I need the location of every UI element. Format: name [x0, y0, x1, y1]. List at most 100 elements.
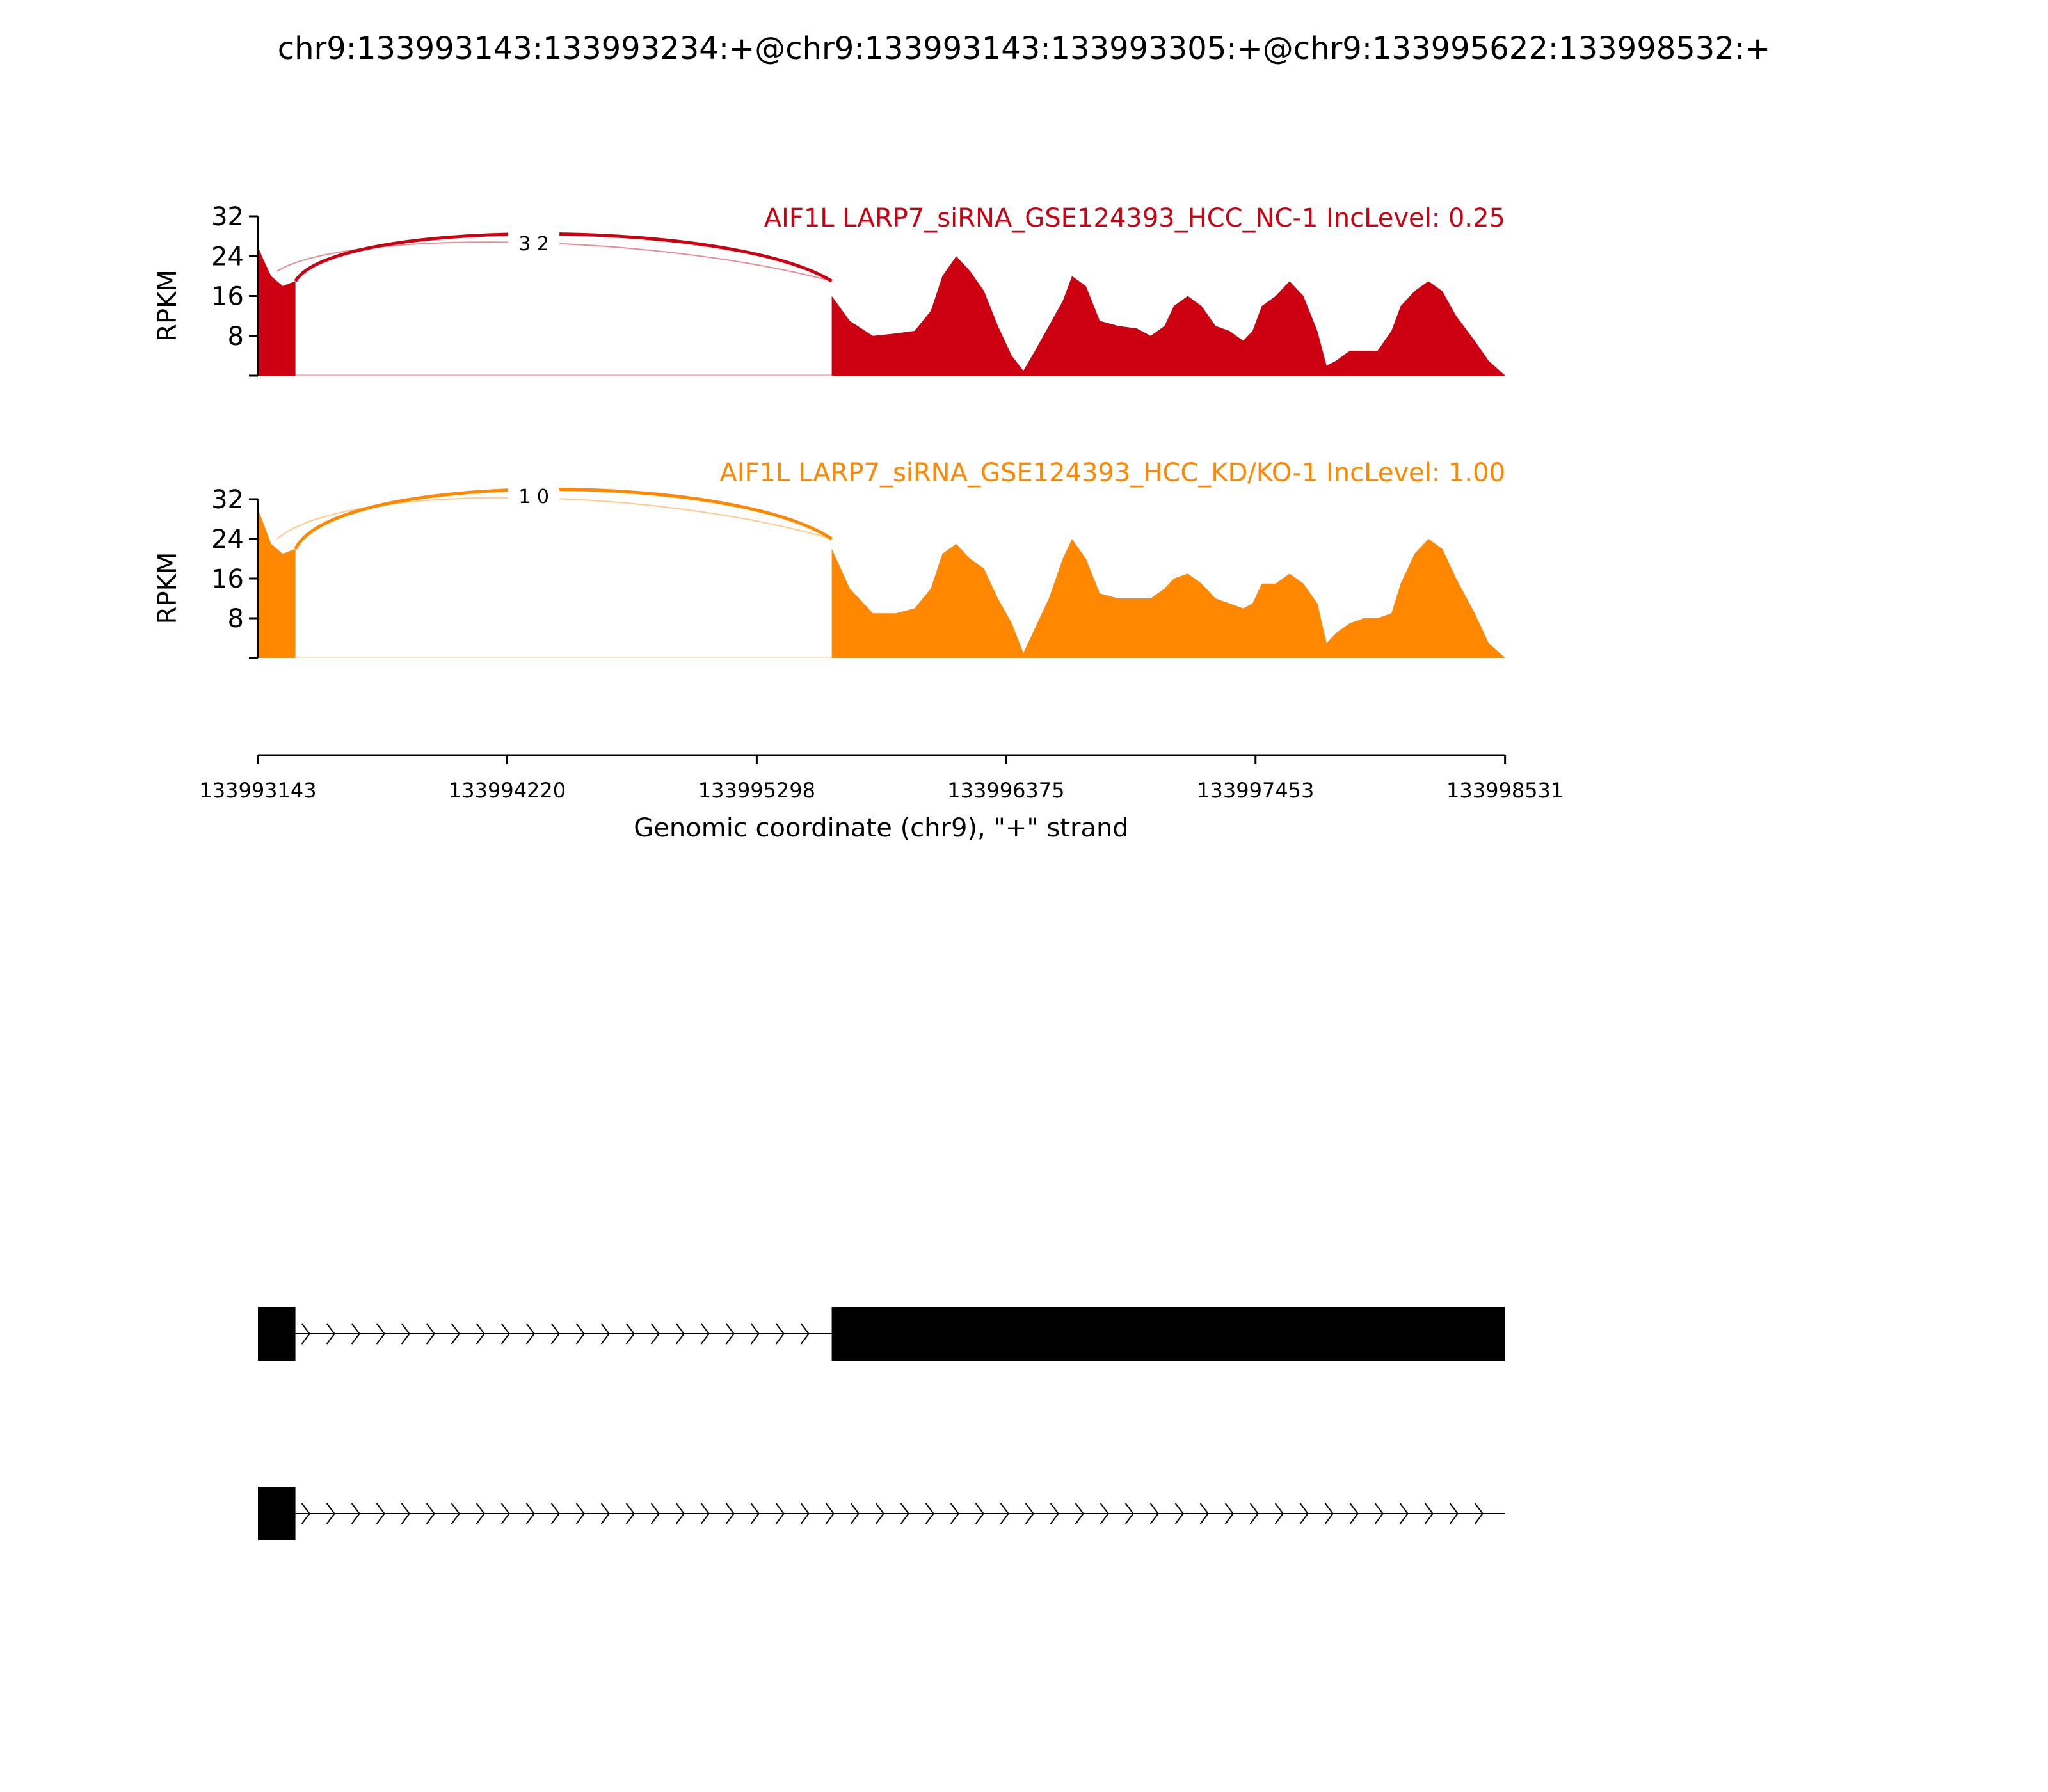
strand-arrow — [476, 1323, 485, 1345]
strand-arrow — [1075, 1503, 1084, 1524]
strand-arrow — [1124, 1503, 1134, 1524]
junction-count-label: 3 2 — [518, 233, 549, 255]
isoform-models — [258, 1307, 1505, 1540]
strand-arrow — [550, 1503, 560, 1524]
strand-arrow — [800, 1503, 810, 1524]
strand-arrow — [1149, 1503, 1159, 1524]
exon-block — [258, 1307, 296, 1361]
track-title: AIF1L LARP7_siRNA_GSE124393_HCC_KD/KO-1 … — [719, 458, 1505, 488]
figure-title: chr9:133993143:133993234:+@chr9:13399314… — [278, 31, 1771, 67]
strand-arrow — [650, 1503, 660, 1524]
strand-arrow — [575, 1323, 585, 1345]
exon-block — [831, 1307, 1505, 1361]
junction-arc — [294, 487, 833, 550]
strand-arrow — [401, 1503, 410, 1524]
strand-arrow — [351, 1503, 360, 1524]
y-axis-label: RPKM — [153, 269, 182, 342]
x-tick-label: 133995298 — [698, 778, 815, 803]
y-tick-label: 32 — [211, 485, 244, 515]
coverage-area — [258, 509, 1505, 658]
y-tick-label: 8 — [228, 604, 244, 634]
strand-arrow — [451, 1503, 460, 1524]
strand-arrow — [500, 1503, 510, 1524]
y-tick-label: 24 — [211, 242, 244, 271]
junction-count-label: 1 0 — [518, 486, 549, 508]
strand-arrow — [675, 1323, 685, 1345]
x-axis: 133993143 133994220 133995298 133996375 1339… — [199, 754, 1564, 843]
strand-arrow — [500, 1323, 510, 1345]
isoform-2 — [258, 1487, 1505, 1540]
x-tick-label: 133993143 — [199, 778, 316, 803]
strand-arrow — [650, 1323, 660, 1345]
strand-arrow — [625, 1503, 635, 1524]
strand-arrow — [326, 1503, 335, 1524]
strand-arrow — [376, 1323, 385, 1345]
x-tick-label: 133997453 — [1197, 778, 1314, 803]
strand-arrow — [476, 1503, 485, 1524]
y-tick-label: 8 — [228, 322, 244, 351]
strand-arrow — [975, 1503, 984, 1524]
track-2: 1 0 8 16 24 32 RPKM AIF1L LARP7_siRNA_GSE12439… — [153, 458, 1505, 659]
strand-arrow — [1424, 1503, 1434, 1524]
coverage-tracks: 3 2 8 16 24 32 RPKM AIF1L LARP7_siRNA_GSE12439… — [153, 202, 1505, 659]
strand-arrow — [376, 1503, 385, 1524]
strand-arrow — [301, 1503, 310, 1524]
strand-arrow — [775, 1503, 785, 1524]
strand-arrow — [1349, 1503, 1359, 1524]
junction-arc-minor — [276, 241, 832, 282]
junction-arc-minor — [276, 497, 832, 540]
strand-arrow — [426, 1503, 435, 1524]
y-tick-label: 16 — [211, 564, 244, 594]
strand-arrow — [750, 1503, 760, 1524]
junction-label-bg — [508, 225, 560, 255]
track-1: 3 2 8 16 24 32 RPKM AIF1L LARP7_siRNA_GSE12439… — [153, 202, 1505, 377]
x-tick-label: 133996375 — [947, 778, 1064, 803]
strand-arrow — [725, 1503, 735, 1524]
strand-arrow — [1174, 1503, 1184, 1524]
strand-arrow — [925, 1503, 934, 1524]
isoform-1 — [258, 1307, 1505, 1361]
junction-label-bg — [508, 479, 560, 509]
strand-arrow — [1399, 1503, 1409, 1524]
strand-arrow — [1449, 1503, 1459, 1524]
y-tick-label: 24 — [211, 525, 244, 554]
y-tick-label: 16 — [211, 282, 244, 312]
strand-arrow — [401, 1323, 410, 1345]
strand-arrow — [900, 1503, 909, 1524]
strand-arrow — [1199, 1503, 1209, 1524]
strand-arrow — [1274, 1503, 1284, 1524]
strand-arrow — [800, 1323, 810, 1345]
x-tick-label: 133994220 — [449, 778, 566, 803]
track-title: AIF1L LARP7_siRNA_GSE124393_HCC_NC-1 Inc… — [764, 204, 1505, 233]
y-axis-label: RPKM — [153, 552, 182, 625]
strand-arrow — [525, 1323, 535, 1345]
strand-arrow — [451, 1323, 460, 1345]
strand-arrow — [1025, 1503, 1034, 1524]
y-tick-label: 32 — [211, 202, 244, 232]
strand-arrow — [1050, 1503, 1059, 1524]
strand-arrow — [725, 1323, 735, 1345]
strand-arrow — [1249, 1503, 1259, 1524]
strand-arrow — [775, 1323, 785, 1345]
strand-arrow — [850, 1503, 860, 1524]
strand-arrow — [1299, 1503, 1309, 1524]
strand-arrow — [675, 1503, 685, 1524]
strand-arrow — [1474, 1503, 1484, 1524]
strand-arrow — [575, 1503, 585, 1524]
x-axis-label: Genomic coordinate (chr9), "+" strand — [634, 813, 1128, 843]
strand-arrow — [1324, 1503, 1334, 1524]
strand-arrow — [351, 1323, 360, 1345]
strand-arrow — [950, 1503, 959, 1524]
strand-arrow — [550, 1323, 560, 1345]
strand-arrow — [600, 1323, 610, 1345]
strand-arrow — [750, 1323, 760, 1345]
junction-arc — [294, 232, 833, 283]
strand-arrow — [875, 1503, 884, 1524]
strand-arrow — [625, 1323, 635, 1345]
strand-arrow — [1374, 1503, 1384, 1524]
strand-arrow — [600, 1503, 610, 1524]
strand-arrow — [700, 1503, 710, 1524]
strand-arrow — [326, 1323, 335, 1345]
strand-arrow — [1224, 1503, 1234, 1524]
